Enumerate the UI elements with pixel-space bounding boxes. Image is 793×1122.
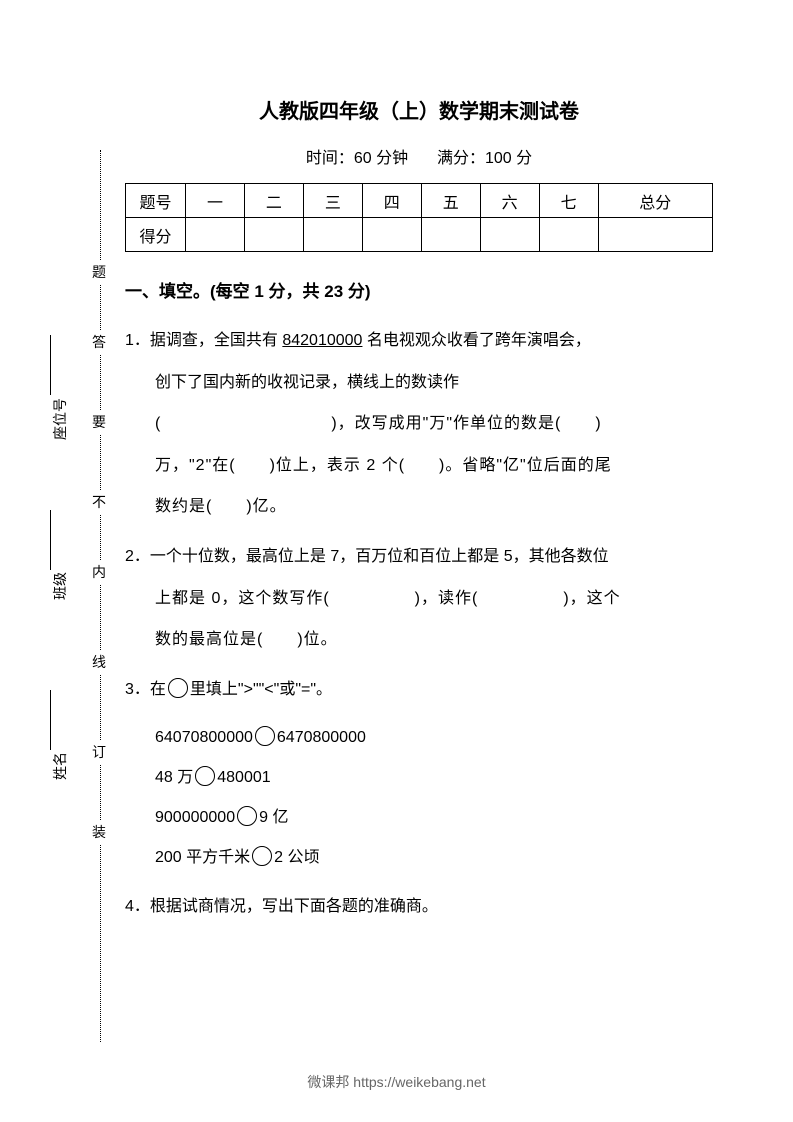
page-subtitle: 时间：60 分钟 满分：100 分 [125,144,713,168]
q3-compare-lines: 64070800000 6470800000 48 万 480001 9000000… [125,718,713,878]
q1-text-a: 据调查，全国共有 [150,332,282,349]
footer-text: 微课邦 https://weikebang.net [0,1072,793,1092]
col-header: 七 [539,184,598,218]
side-line-name [50,690,51,750]
q1-line3: ( )，改写成用"万"作单位的数是( ) [125,403,713,445]
q3-text-a: 在 [150,681,166,698]
score-cell [303,218,362,252]
q3-l3a: 900000000 [155,809,235,826]
score-label: 满分：100 分 [437,150,532,167]
q1-number: 842010000 [282,332,362,349]
q3-l1b: 6470800000 [277,729,366,746]
q3-num: 3． [125,681,150,698]
q3-line1: 64070800000 6470800000 [155,718,713,758]
binding-char-3: 线 [92,650,106,674]
circle-icon [168,678,188,698]
binding-char-4: 内 [92,560,106,584]
binding-char-1: 装 [92,820,106,844]
col-header: 六 [480,184,539,218]
score-cell [362,218,421,252]
circle-icon [237,806,257,826]
table-row: 得分 [126,218,713,252]
q3-line2: 48 万 480001 [155,758,713,798]
score-table: 题号 一 二 三 四 五 六 七 总分 得分 [125,183,713,252]
binding-char-6: 要 [92,410,106,434]
circle-icon [255,726,275,746]
score-cell [244,218,303,252]
q1-num: 1． [125,332,150,349]
col-header: 二 [244,184,303,218]
question-1: 1．据调查，全国共有 842010000 名电视观众收看了跨年演唱会， 创下了国… [125,320,713,528]
binding-char-7: 答 [92,330,106,354]
col-header: 三 [303,184,362,218]
q1-line5: 数约是( )亿。 [125,486,713,528]
q1-line4: 万，"2"在( )位上，表示 2 个( )。省略"亿"位后面的尾 [125,445,713,487]
q2-text-a: 一个十位数，最高位上是 7，百万位和百位上都是 5，其他各数位 [150,548,609,565]
score-cell [539,218,598,252]
side-label-class: 班级 [50,572,70,600]
binding-char-8: 题 [92,260,106,284]
q2-line3: 数的最高位是( )位。 [125,619,713,661]
page-title: 人教版四年级（上）数学期末测试卷 [125,95,713,124]
q2-line2: 上都是 0，这个数写作( )，读作( )，这个 [125,578,713,620]
q2-num: 2． [125,548,150,565]
side-label-name: 姓名 [50,752,70,780]
q3-l4a: 200 平方千米 [155,849,250,866]
binding-char-2: 订 [92,740,106,764]
q3-line4: 200 平方千米 2 公顷 [155,838,713,878]
q3-line3: 900000000 9 亿 [155,798,713,838]
score-cell [480,218,539,252]
side-line-seat [50,335,51,395]
q3-l2a: 48 万 [155,769,193,786]
binding-char-5: 不 [92,490,106,514]
score-cell [186,218,245,252]
q4-num: 4． [125,898,150,915]
side-line-class [50,510,51,570]
q3-text-b: 里填上">""<"或"="。 [190,681,332,698]
main-content: 人教版四年级（上）数学期末测试卷 时间：60 分钟 满分：100 分 题号 一 … [125,95,713,936]
time-label: 时间：60 分钟 [306,150,408,167]
row2-label: 得分 [126,218,186,252]
col-header: 五 [421,184,480,218]
question-4: 4．根据试商情况，写出下面各题的准确商。 [125,886,713,928]
table-row: 题号 一 二 三 四 五 六 七 总分 [126,184,713,218]
section-header: 一、填空。(每空 1 分，共 23 分) [125,277,713,302]
question-3: 3．在 里填上">""<"或"="。 [125,669,713,711]
q1-line2: 创下了国内新的收视记录，横线上的数读作 [125,362,713,404]
q3-l1a: 64070800000 [155,729,253,746]
col-header: 总分 [598,184,712,218]
score-cell [421,218,480,252]
q3-l3b: 9 亿 [259,809,288,826]
q1-text-b: 名电视观众收看了跨年演唱会， [362,332,590,349]
q3-l4b: 2 公顷 [274,849,319,866]
score-cell [598,218,712,252]
question-2: 2．一个十位数，最高位上是 7，百万位和百位上都是 5，其他各数位 上都是 0，… [125,536,713,661]
circle-icon [195,766,215,786]
side-label-seat: 座位号 [50,398,70,440]
q4-text: 根据试商情况，写出下面各题的准确商。 [150,898,438,915]
col-header: 一 [186,184,245,218]
row1-label: 题号 [126,184,186,218]
col-header: 四 [362,184,421,218]
circle-icon [252,846,272,866]
q3-l2b: 480001 [217,769,270,786]
